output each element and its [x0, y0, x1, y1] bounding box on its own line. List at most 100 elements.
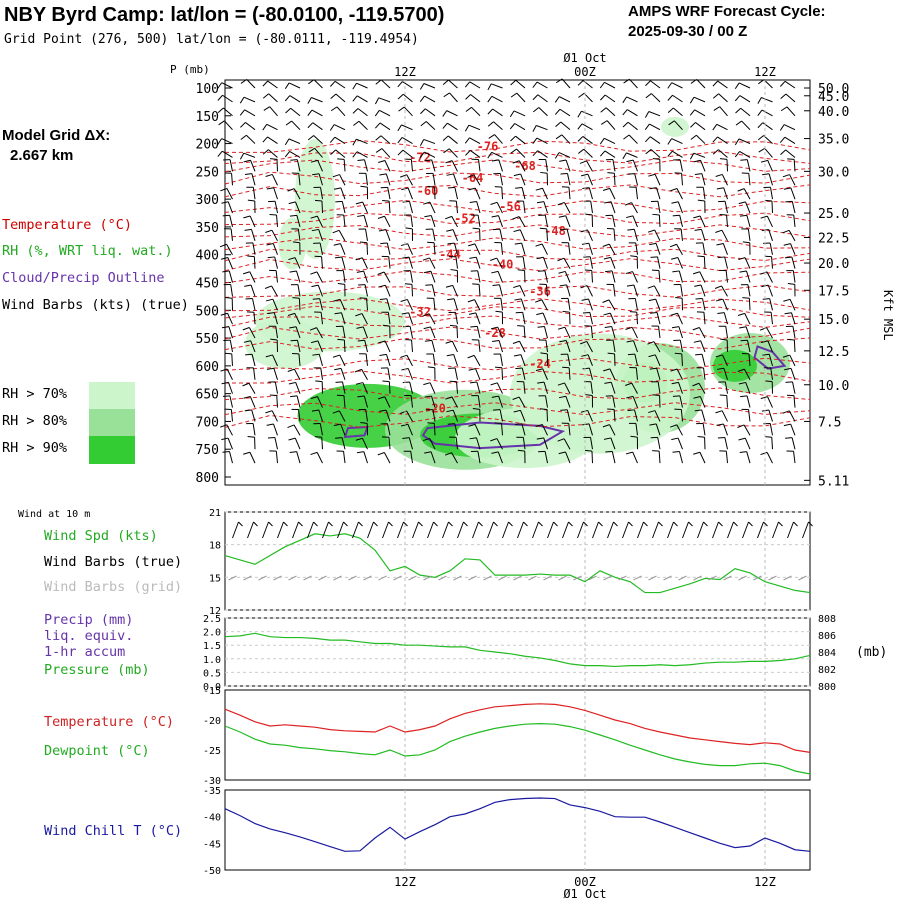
- wind-barb: [761, 109, 773, 117]
- surface-wind-barb: [607, 521, 614, 539]
- wind-barb-flag: [622, 152, 627, 160]
- wind-barb-flag: [447, 242, 455, 245]
- wind-barb-flag: [670, 312, 678, 316]
- wind-barb: [407, 243, 413, 255]
- isotherm-label: -52: [454, 212, 476, 226]
- grid-wind-barb: [423, 575, 432, 581]
- wind-barb: [384, 340, 391, 353]
- wind-barb-flag: [335, 200, 343, 203]
- wind-barb: [229, 159, 233, 172]
- wind-barb: [587, 410, 593, 422]
- wind-barb-flag: [758, 147, 765, 153]
- wind-barb-flag: [375, 135, 382, 141]
- isotherm: [224, 402, 811, 416]
- wind-barb-flag: [330, 149, 337, 156]
- wind-barb-flag: [468, 243, 476, 247]
- wind-barb: [791, 437, 796, 450]
- grid-wind-barb: [543, 575, 552, 581]
- legend-rh: RH (%, WRT liq. wat.): [2, 243, 173, 259]
- wind-barb: [476, 381, 481, 394]
- wind-barb-flag: [397, 137, 403, 144]
- wind-barb: [221, 138, 233, 145]
- wind-barb-flag: [359, 241, 368, 244]
- wind-barb: [790, 368, 796, 380]
- surface-wind-barb-flag: [418, 521, 423, 527]
- wind-barb: [718, 93, 728, 103]
- wind-barb-flag: [264, 285, 272, 289]
- wind-barb-flag: [667, 107, 674, 113]
- wind-barb: [515, 79, 526, 89]
- wind-barb-flag: [716, 242, 724, 246]
- wind-barb: [658, 326, 661, 339]
- wind-barb: [343, 395, 346, 408]
- pressure-tick-label: 600: [196, 360, 219, 375]
- wind-barb-flag: [220, 312, 228, 316]
- wind-barb: [356, 82, 368, 89]
- wind-barb-flag: [649, 367, 657, 370]
- wind-barb-flag: [532, 125, 537, 132]
- surface-wind-barb-flag: [238, 521, 243, 527]
- surface-wind-barb: [727, 521, 734, 539]
- wind-barb: [521, 423, 526, 436]
- wind-barb: [542, 312, 548, 325]
- wind-barb: [536, 137, 548, 145]
- wind-barb-flag: [402, 437, 410, 440]
- wind-barb: [546, 228, 548, 241]
- wind-barb: [451, 452, 458, 464]
- wind-barb: [628, 134, 638, 144]
- temp-panel-ytick-label: -15: [203, 686, 221, 697]
- wind-barb: [560, 121, 571, 131]
- wind-barb-flag: [284, 82, 290, 90]
- surface-wind-barb: [247, 521, 254, 539]
- wind-barb: [771, 201, 773, 214]
- wind-barb-flag: [625, 382, 632, 386]
- wind-barb: [500, 353, 503, 366]
- wind-barb: [423, 83, 436, 89]
- wind-barb: [520, 354, 526, 367]
- wind-barb-flag: [427, 241, 435, 244]
- wind-barb: [766, 452, 773, 464]
- wind-barb: [649, 136, 661, 144]
- wind-barb: [606, 120, 616, 131]
- wind-barb-flag: [627, 409, 635, 412]
- wind-barb: [519, 341, 526, 353]
- wind-barb-flag: [442, 135, 449, 142]
- surface-wind-barb: [367, 521, 374, 539]
- wind-barb: [604, 150, 616, 158]
- wind-barb-flag: [262, 80, 269, 87]
- wind-barb-flag: [757, 97, 762, 104]
- surface-wind-barb-flag: [613, 521, 618, 527]
- wind-barb: [680, 228, 683, 241]
- precip-panel-ytick-label: 0.5: [203, 668, 221, 679]
- wind-speed-label: Wind Spd (kts): [44, 528, 158, 544]
- wind-barb: [696, 134, 706, 144]
- wind-barb: [721, 174, 728, 186]
- wind-barb: [296, 215, 301, 228]
- wind-barb: [634, 354, 638, 366]
- wind-barb-flag: [329, 136, 336, 143]
- wind-barb: [605, 107, 616, 117]
- wind-barb: [317, 340, 323, 353]
- surface-wind-barb-flag: [568, 521, 573, 527]
- wind-barb-flag: [690, 78, 697, 84]
- surface-wind-barb-flag: [793, 521, 798, 527]
- wind-barb: [363, 451, 368, 464]
- wind-barb: [567, 298, 571, 311]
- wind-barb: [248, 327, 256, 339]
- wind-barb-flag: [537, 381, 545, 384]
- wind-barb: [366, 298, 368, 311]
- wind-barb: [676, 244, 683, 255]
- wind-barb: [410, 214, 413, 227]
- surface-wind-barb: [577, 521, 584, 539]
- wind-barb: [296, 159, 301, 172]
- wind-barb-flag: [221, 201, 229, 204]
- wind-barb: [477, 451, 481, 464]
- wind-barb: [582, 136, 593, 144]
- wind-barb: [676, 424, 683, 436]
- wind-barb: [343, 214, 346, 227]
- wind-barb-flag: [645, 149, 652, 155]
- wind-barb: [406, 354, 413, 367]
- wind-barb: [543, 381, 548, 394]
- wind-barb-flag: [650, 312, 658, 314]
- wind-barb: [627, 121, 638, 131]
